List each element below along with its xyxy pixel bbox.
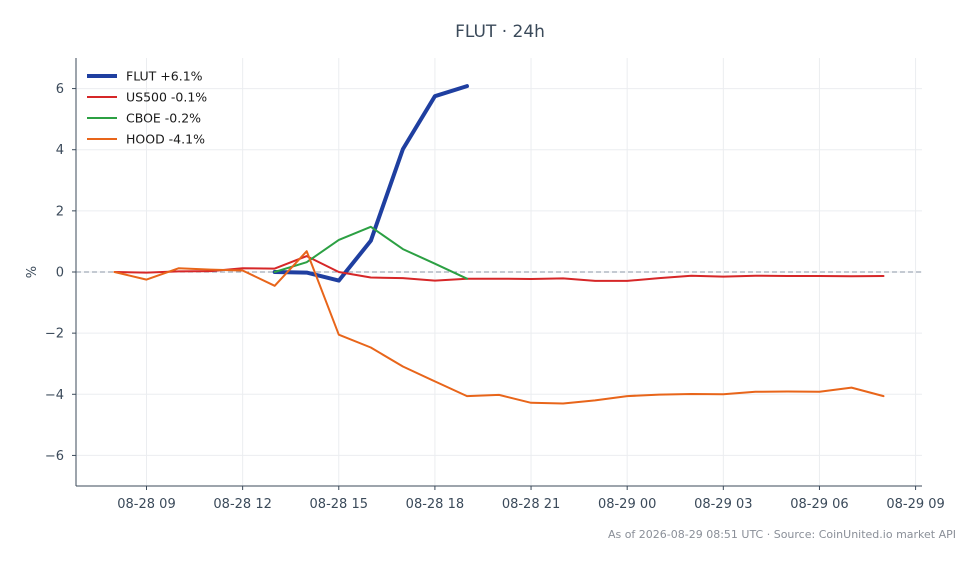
y-ticks: −6 −4 −2 0 2 4 6 — [45, 82, 76, 464]
x-tick-label: 08-28 21 — [502, 497, 560, 512]
x-tick-label: 08-28 09 — [117, 497, 175, 512]
y-tick-label: 4 — [56, 143, 64, 158]
legend-label-2: CBOE -0.2% — [126, 111, 201, 126]
y-tick-label: 6 — [56, 82, 64, 97]
x-tick-label: 08-29 03 — [694, 497, 752, 512]
series-line-1 — [113, 255, 885, 282]
legend-label-0: FLUT +6.1% — [126, 69, 203, 84]
y-axis-label: % — [25, 266, 40, 278]
x-tick-label: 08-28 18 — [406, 497, 464, 512]
series-line-3 — [113, 250, 885, 405]
legend-label-3: HOOD -4.1% — [126, 132, 205, 147]
x-tick-label: 08-29 09 — [886, 497, 944, 512]
x-tick-label: 08-28 12 — [213, 497, 271, 512]
series-lines — [113, 84, 885, 405]
y-tick-label: 0 — [56, 266, 64, 281]
y-tick-label: −4 — [45, 388, 64, 403]
legend-label-1: US500 -0.1% — [126, 90, 207, 105]
x-tick-label: 08-28 15 — [310, 497, 368, 512]
y-tick-label: −2 — [45, 327, 64, 342]
series-line-0 — [272, 84, 469, 283]
legend: FLUT +6.1% US500 -0.1% CBOE -0.2% HOOD -4.1… — [87, 69, 207, 147]
chart-title: FLUT · 24h — [455, 22, 545, 42]
x-ticks: 08-28 09 08-28 12 08-28 15 08-28 18 08-28 21… — [117, 486, 945, 512]
x-tick-label: 08-29 06 — [790, 497, 848, 512]
x-tick-label: 08-29 00 — [598, 497, 656, 512]
y-tick-label: 2 — [56, 204, 64, 219]
grid — [76, 58, 922, 486]
footer-source: As of 2026-08-29 08:51 UTC · Source: Coi… — [608, 528, 956, 541]
series-line-2 — [273, 225, 468, 280]
y-tick-label: −6 — [45, 449, 64, 464]
